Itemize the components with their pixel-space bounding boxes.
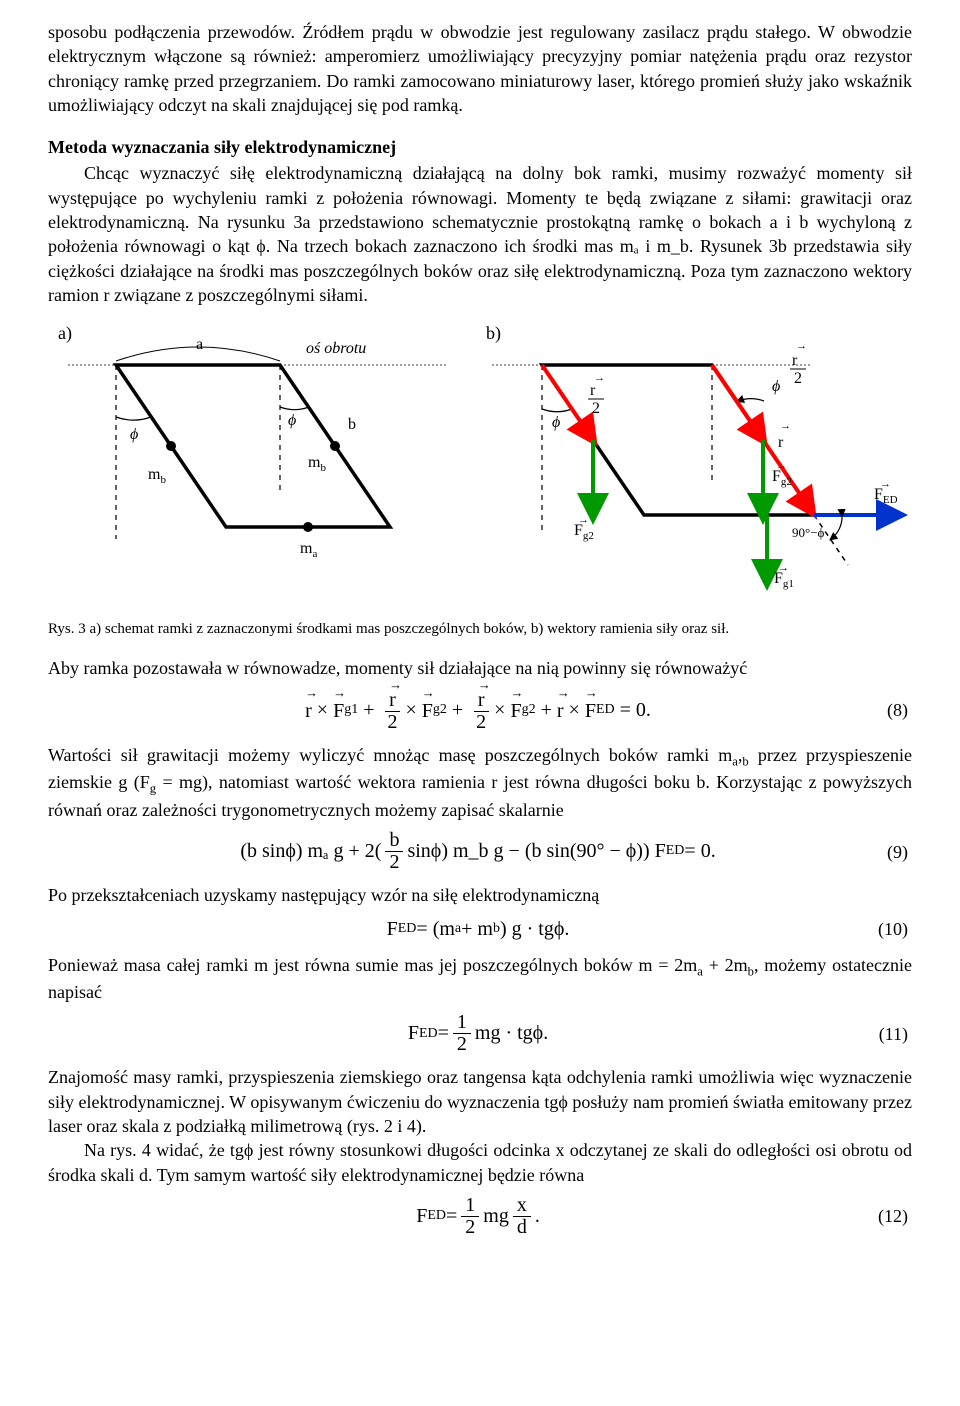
- fig3a-svg: oś obrotu a ϕ ϕ b: [48, 321, 468, 581]
- equation-9: (b sinϕ) mₐ g + 2( b2 sinϕ) m_b g − (b s…: [48, 830, 912, 873]
- intro-paragraph: sposobu podłączenia przewodów. Źródłem p…: [48, 20, 912, 117]
- method-paragraph: Chcąc wyznaczyć siłę elektrodynamiczną d…: [48, 161, 912, 307]
- knowledge-paragraph: Znajomość masy ramki, przyspieszenia zie…: [48, 1065, 912, 1138]
- ma-bottom: ma: [300, 540, 317, 560]
- equation-12: FED = 12 mg xd . (12): [48, 1195, 912, 1238]
- figure-3b: b): [482, 321, 912, 611]
- equation-8: r × Fg1 + r2 × Fg2 + r2 × Fg2 + r × FED …: [48, 688, 912, 733]
- svg-text:r: r: [778, 434, 784, 451]
- svg-text:ϕ: ϕ: [772, 378, 780, 395]
- svg-text:r: r: [792, 352, 798, 369]
- svg-text:2: 2: [794, 370, 802, 387]
- equation-10: FED = (ma + mb) g · tgϕ. (10): [48, 916, 912, 943]
- r-half-left: →: [594, 372, 605, 384]
- mb-right: mb: [308, 454, 326, 474]
- method-paragraph-text: Chcąc wyznaczyć siłę elektrodynamiczną d…: [48, 163, 912, 304]
- phi-right: ϕ: [288, 412, 296, 429]
- r-half-right: →: [796, 340, 807, 352]
- mb-left: mb: [148, 466, 166, 486]
- gravity-paragraph: Wartości sił grawitacji możemy wyliczyć …: [48, 743, 912, 822]
- phi-left: ϕ: [130, 426, 138, 443]
- method-title: Metoda wyznaczania siły elektrodynamiczn…: [48, 135, 912, 159]
- fig3b-svg: ϕ ϕ → r 2 → r: [482, 321, 912, 611]
- equation-11: FED = 12 mg · tgϕ. (11): [48, 1012, 912, 1055]
- os-obrotu-label: oś obrotu: [306, 340, 366, 357]
- fig3a-label: a): [58, 321, 72, 345]
- svg-text:2: 2: [592, 400, 600, 417]
- after-transform-text: Po przekształceniach uzyskamy następując…: [48, 883, 912, 907]
- side-a-label: a: [196, 336, 203, 353]
- figure-3: a) oś obrotu a ϕ ϕ b: [48, 321, 912, 611]
- angle-90-phi: 90°−ϕ: [792, 525, 825, 540]
- svg-text:ϕ: ϕ: [552, 414, 560, 431]
- svg-text:r: r: [590, 382, 596, 399]
- mass-paragraph: Ponieważ masa całej ramki m jest równa s…: [48, 953, 912, 1005]
- fig3b-label: b): [486, 321, 501, 345]
- side-b-label: b: [348, 416, 356, 433]
- figure-3a: a) oś obrotu a ϕ ϕ b: [48, 321, 468, 581]
- rys4-paragraph: Na rys. 4 widać, że tgϕ jest równy stosu…: [48, 1138, 912, 1187]
- figure-3-caption: Rys. 3 a) schemat ramki z zaznaczonymi ś…: [48, 619, 912, 639]
- r-full-label: →: [780, 420, 791, 432]
